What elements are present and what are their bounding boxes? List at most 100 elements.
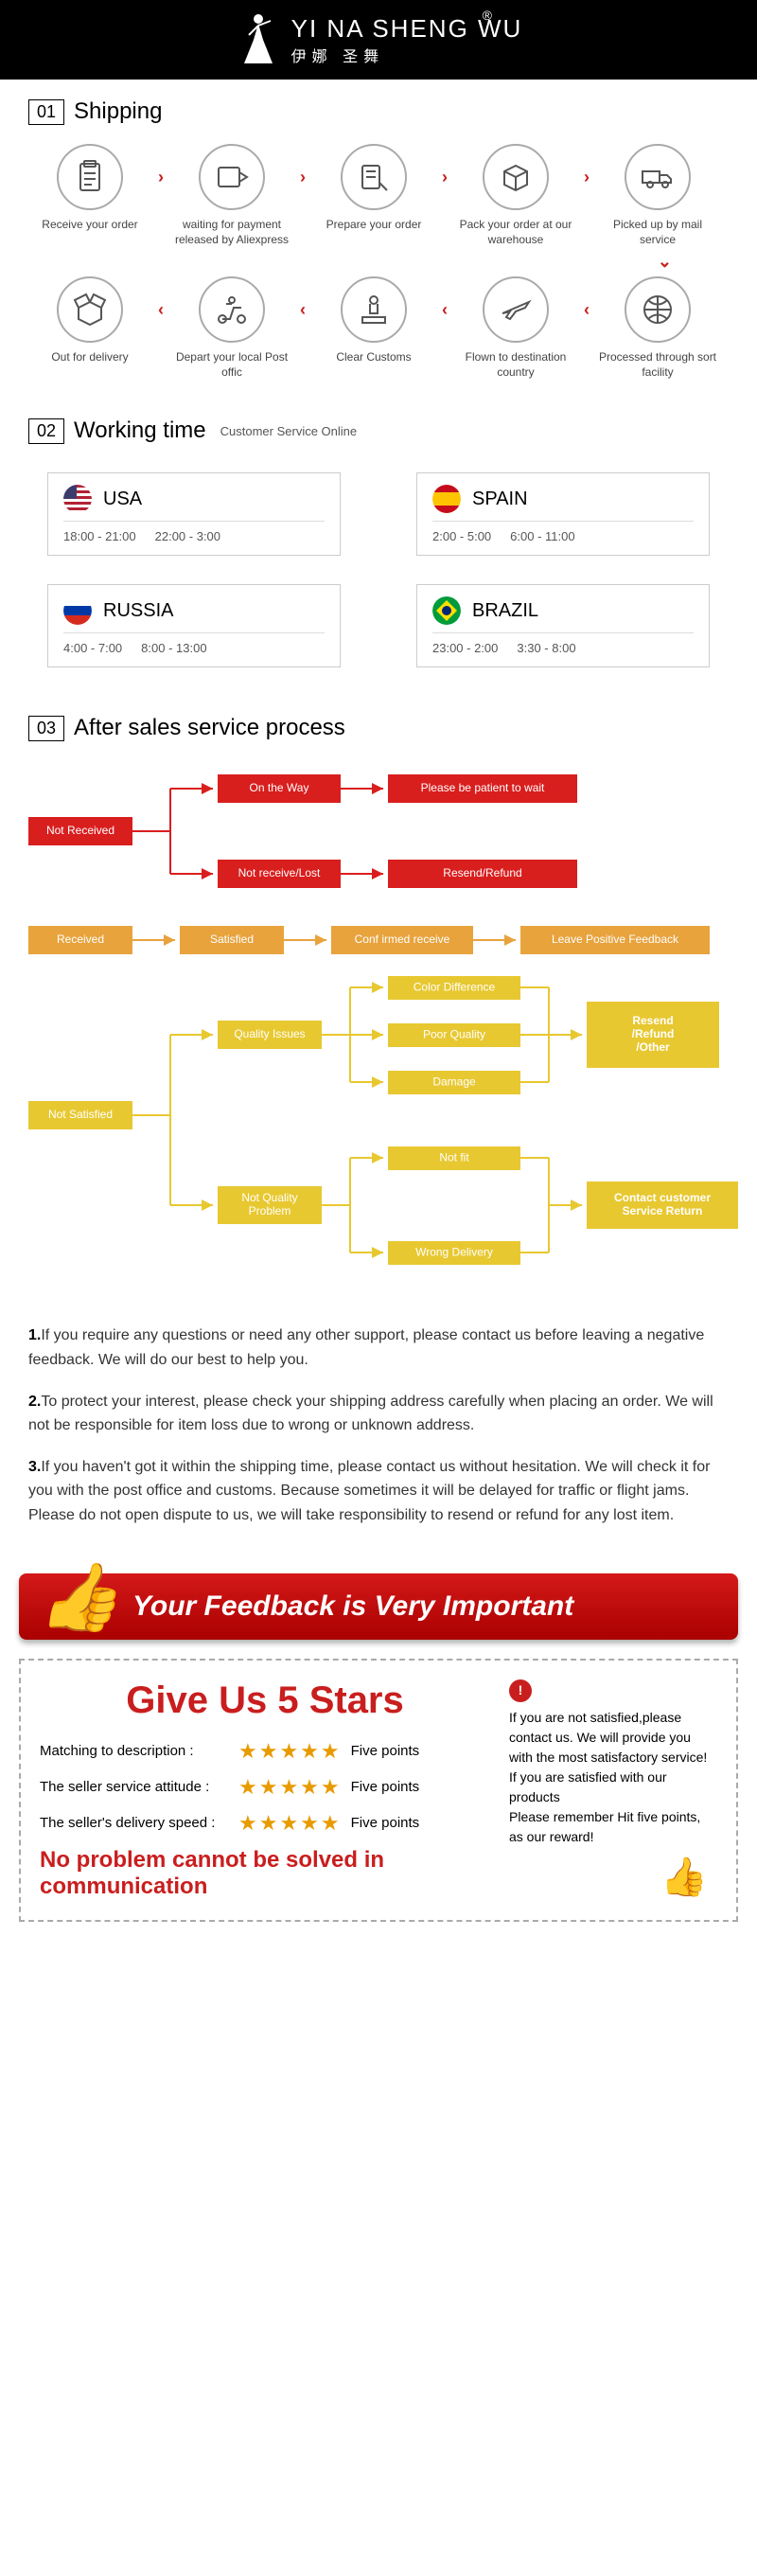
exclamation-icon: ! [509, 1679, 532, 1702]
svg-text:Damage: Damage [432, 1075, 476, 1089]
country-name: RUSSIA [103, 600, 173, 622]
clipboard-icon [57, 144, 123, 210]
note-item: 3.If you haven't got it within the shipp… [28, 1455, 729, 1528]
chevron-right-icon: › [435, 144, 454, 210]
open-box-icon [57, 276, 123, 343]
svg-text:Resend/Refund: Resend/Refund [443, 867, 521, 880]
section-number: 03 [28, 716, 64, 741]
star-icons: ★★★★★ [238, 1775, 342, 1800]
time-slot: 6:00 - 11:00 [510, 529, 574, 543]
registered-mark: ® [483, 8, 492, 23]
star-row: The seller service attitude :★★★★★ Five p… [40, 1775, 490, 1800]
time-slot: 22:00 - 3:00 [155, 529, 220, 543]
ship-step: waiting for payment released by Aliexpre… [170, 144, 293, 247]
ship-step: Depart your local Post offic [170, 276, 293, 380]
svg-text:Satisfied: Satisfied [210, 933, 254, 947]
ship-step: Receive your order [28, 144, 151, 247]
svg-text:Not Received: Not Received [46, 825, 114, 838]
thumbs-up-icon: 👍 [660, 1849, 708, 1906]
country-name: USA [103, 489, 142, 510]
chevron-right-icon: › [151, 144, 170, 210]
globe-icon [625, 276, 691, 343]
five-stars-box: Give Us 5 Stars Matching to description … [19, 1659, 738, 1923]
star-row: Matching to description :★★★★★ Five point… [40, 1739, 490, 1764]
svg-text:Color Difference: Color Difference [414, 981, 496, 994]
stars-title: Give Us 5 Stars [40, 1679, 490, 1722]
payment-icon [199, 144, 265, 210]
svg-text:Not fit: Not fit [439, 1151, 469, 1164]
country-name: BRAZIL [472, 600, 538, 622]
time-slot: 4:00 - 7:00 [63, 641, 122, 655]
star-row: The seller's delivery speed :★★★★★ Five p… [40, 1811, 490, 1836]
chevron-left-icon: ‹ [435, 276, 454, 343]
svg-text:Service Return: Service Return [623, 1205, 703, 1218]
after-sales-section: 03 After sales service process Not Recei… [0, 696, 757, 1314]
chevron-right-icon: › [577, 144, 596, 210]
section-subtitle: Customer Service Online [220, 424, 358, 438]
star-points: Five points [351, 1815, 420, 1831]
scooter-icon [199, 276, 265, 343]
plane-icon [483, 276, 549, 343]
note-item: 1.If you require any questions or need a… [28, 1324, 729, 1372]
ship-step: Flown to destination country [454, 276, 577, 380]
time-slot: 2:00 - 5:00 [432, 529, 491, 543]
notes-section: 1.If you require any questions or need a… [0, 1314, 757, 1554]
country-name: SPAIN [472, 489, 528, 510]
svg-text:/Other: /Other [636, 1041, 670, 1055]
ship-step: Prepare your order [312, 144, 435, 247]
section-title: After sales service process [74, 715, 345, 741]
star-label: The seller service attitude : [40, 1779, 238, 1795]
svg-text:Conf irmed receive: Conf irmed receive [355, 933, 450, 947]
svg-text:Quality Issues: Quality Issues [234, 1028, 305, 1041]
country-card: BRAZIL23:00 - 2:003:30 - 8:00 [416, 584, 710, 667]
ship-step: Out for delivery [28, 276, 151, 380]
prepare-icon [341, 144, 407, 210]
ship-step: Processed through sort facility [596, 276, 719, 380]
note-item: 2.To protect your interest, please check… [28, 1390, 729, 1438]
working-time-section: 02 Working time Customer Service Online … [0, 399, 757, 696]
star-icons: ★★★★★ [238, 1739, 342, 1764]
customs-icon [341, 276, 407, 343]
brand-header: YI NA SHENG WU 伊娜 圣舞 ® [0, 0, 757, 80]
svg-text:Contact customer: Contact customer [614, 1192, 711, 1205]
svg-text:Leave Positive Feedback: Leave Positive Feedback [552, 933, 679, 947]
after-sales-flowchart: Not Received On the Way Please be patient … [28, 760, 748, 1290]
box-icon [483, 144, 549, 210]
svg-text:Wrong Delivery: Wrong Delivery [415, 1246, 493, 1259]
chevron-left-icon: ‹ [577, 276, 596, 343]
stars-reminder: ! If you are not satisfied,please contac… [509, 1679, 717, 1902]
svg-text:Please be patient to wait: Please be patient to wait [421, 782, 545, 795]
svg-text:Poor Quality: Poor Quality [423, 1028, 485, 1041]
country-card: RUSSIA 4:00 - 7:00 8:00 - 13:00 [47, 584, 341, 667]
section-title: Working time [74, 417, 206, 444]
svg-text:Problem: Problem [249, 1205, 291, 1218]
country-card: USA18:00 - 21:0022:00 - 3:00 [47, 472, 341, 556]
star-points: Five points [351, 1743, 420, 1759]
chevron-right-icon: › [293, 144, 312, 210]
star-points: Five points [351, 1779, 420, 1795]
svg-text:Resend: Resend [632, 1015, 673, 1028]
star-icons: ★★★★★ [238, 1811, 342, 1836]
section-title: Shipping [74, 98, 162, 125]
star-label: The seller's delivery speed : [40, 1815, 238, 1831]
svg-text:Not receive/Lost: Not receive/Lost [238, 867, 321, 880]
country-grid: USA18:00 - 21:0022:00 - 3:00 SPAIN 2:00 - … [28, 463, 729, 677]
feedback-banner: 👍 Your Feedback is Very Important [19, 1573, 738, 1640]
country-card: SPAIN 2:00 - 5:00 6:00 - 11:00 [416, 472, 710, 556]
time-slot: 3:30 - 8:00 [517, 641, 575, 655]
brand-logo-icon [235, 11, 282, 68]
svg-text:Received: Received [57, 933, 104, 947]
stars-footer: No problem cannot be solved in communica… [40, 1847, 490, 1902]
truck-icon [625, 144, 691, 210]
svg-text:On the Way: On the Way [250, 782, 309, 795]
shipping-flow: Receive your order › waiting for payment… [28, 144, 729, 380]
svg-text:Not Satisfied: Not Satisfied [48, 1109, 113, 1122]
chevron-down-icon: ⌄ [28, 252, 729, 272]
section-number: 01 [28, 99, 64, 125]
time-slot: 8:00 - 13:00 [141, 641, 206, 655]
ship-step: Clear Customs [312, 276, 435, 380]
ship-step: Picked up by mail service [596, 144, 719, 247]
svg-text:/Refund: /Refund [632, 1028, 675, 1041]
star-label: Matching to description : [40, 1743, 238, 1759]
svg-text:Not Quality: Not Quality [241, 1192, 297, 1205]
